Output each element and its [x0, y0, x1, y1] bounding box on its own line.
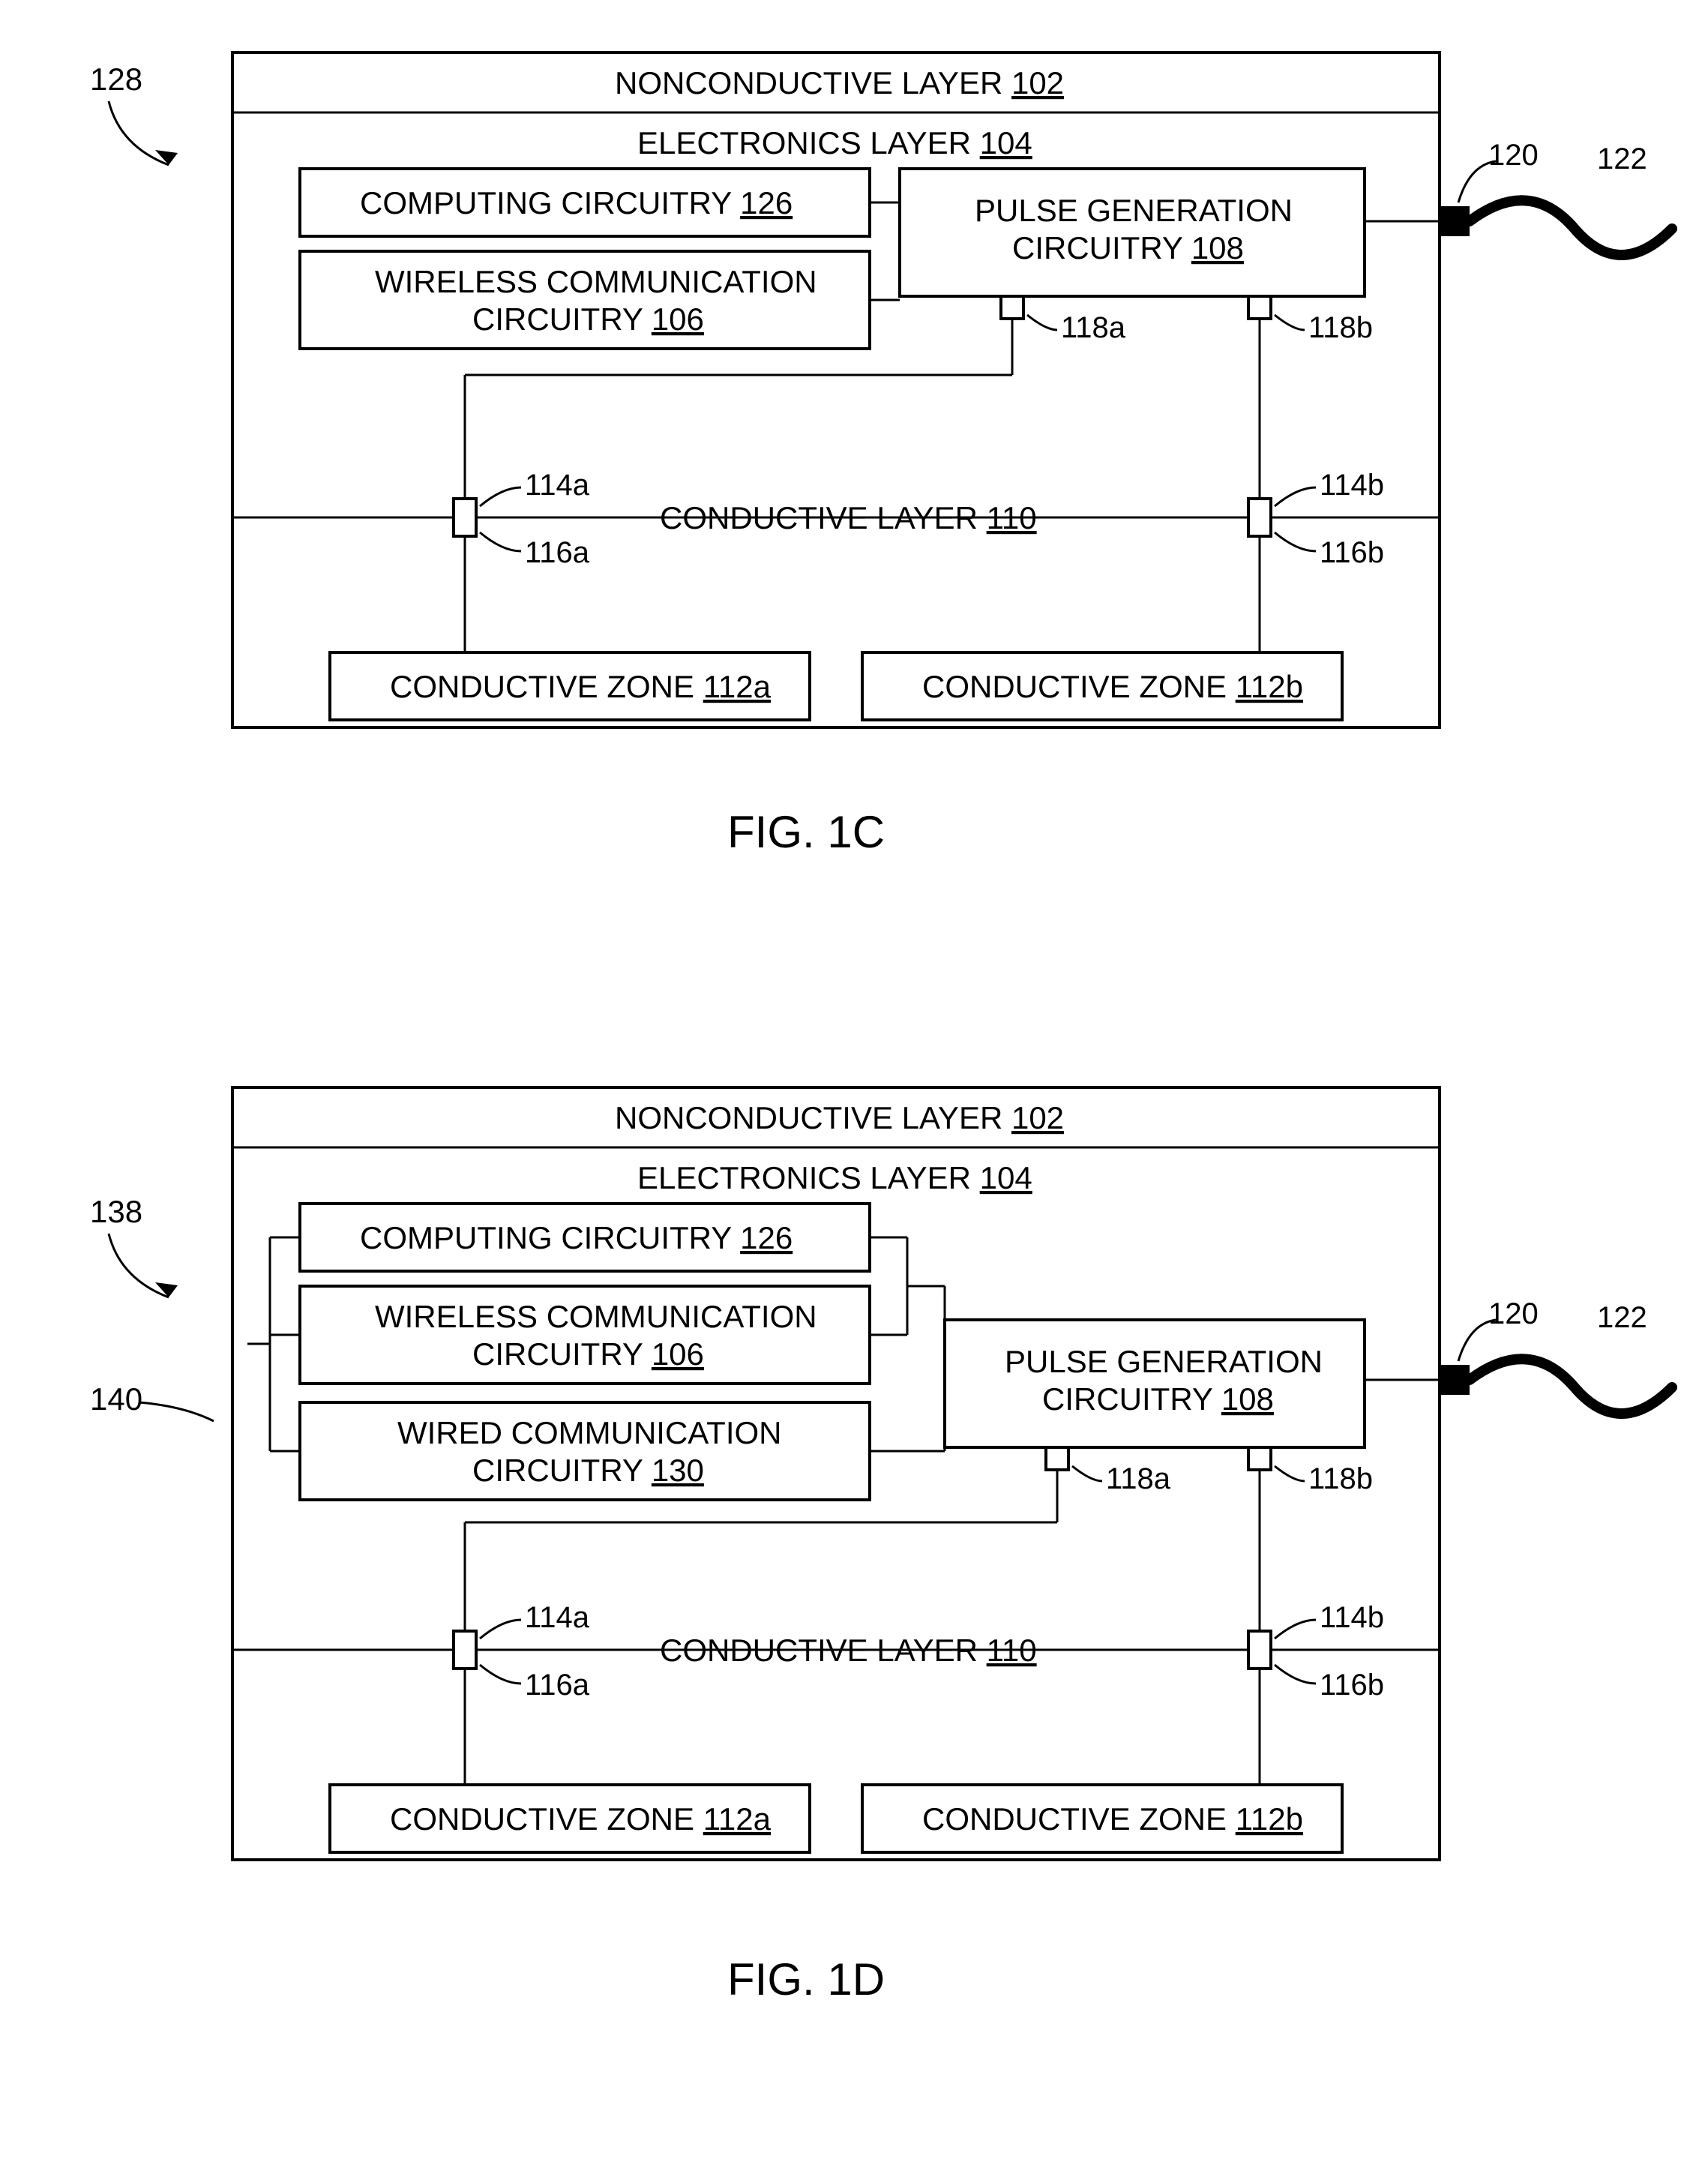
computing-label-d: COMPUTING CIRCUITRY 126 [360, 1220, 793, 1255]
wired-label-l2-d: CIRCUITRY 130 [472, 1453, 704, 1488]
ref-138: 138 [90, 1194, 142, 1229]
ref-122-c: 122 [1597, 142, 1647, 175]
figure-1d: 138 140 NONCONDUCTIVE LAYER 102 ELECTRON… [90, 1087, 1672, 2005]
computing-label: COMPUTING CIRCUITRY 126 [360, 185, 793, 220]
zone-a-label: CONDUCTIVE ZONE 112a [390, 669, 772, 704]
conductive-layer-label-c: CONDUCTIVE LAYER 110 [660, 500, 1037, 535]
ref-114a-c: 114a [525, 469, 590, 502]
ref-116a-c: 116a [525, 536, 590, 569]
zone-a-label-d: CONDUCTIVE ZONE 112a [390, 1801, 772, 1837]
zone-b-label: CONDUCTIVE ZONE 112b [922, 669, 1303, 704]
pulse-label-l1: PULSE GENERATION [975, 193, 1293, 228]
conductive-layer-label-d: CONDUCTIVE LAYER 110 [660, 1633, 1037, 1668]
wireless-label-l2-d: CIRCUITRY 106 [472, 1336, 704, 1372]
electronics-label: ELECTRONICS LAYER 104 [637, 125, 1032, 160]
zone-b-label-d: CONDUCTIVE ZONE 112b [922, 1801, 1303, 1837]
ref-140: 140 [90, 1381, 142, 1417]
ref-114a-d: 114a [525, 1601, 590, 1634]
ref-118a-d: 118a [1106, 1462, 1171, 1495]
wired-label-l1-d: WIRED COMMUNICATION [397, 1415, 782, 1450]
wireless-label-l2: CIRCUITRY 106 [472, 301, 704, 337]
fig-1c-caption: FIG. 1C [727, 807, 885, 857]
ref-114b-c: 114b [1320, 469, 1384, 502]
ref-116a-d: 116a [525, 1669, 590, 1702]
figure-1c: 128 NONCONDUCTIVE LAYER 102 ELECTRONICS … [90, 52, 1672, 857]
ref-118a-c: 118a [1061, 311, 1126, 344]
ref-122-d: 122 [1597, 1301, 1647, 1334]
antenna-wire-c [1470, 200, 1672, 255]
electronics-label-d: ELECTRONICS LAYER 104 [637, 1160, 1032, 1195]
wireless-label-l1-d: WIRELESS COMMUNICATION [375, 1299, 817, 1334]
ref-120-c: 120 [1488, 139, 1539, 172]
ref-118b-c: 118b [1308, 311, 1373, 344]
ref-118b-d: 118b [1308, 1462, 1373, 1495]
nonconductive-label-d: NONCONDUCTIVE LAYER 102 [615, 1100, 1064, 1135]
ref-114b-d: 114b [1320, 1601, 1384, 1634]
antenna-wire-d [1470, 1359, 1672, 1414]
ref-116b-d: 116b [1320, 1669, 1384, 1702]
fig-1d-caption: FIG. 1D [727, 1954, 885, 2005]
pulse-label-l2-d: CIRCUITRY 108 [1042, 1381, 1274, 1417]
ref-128: 128 [90, 61, 142, 97]
ref-120-d: 120 [1488, 1297, 1539, 1330]
pulse-label-l2: CIRCUITRY 108 [1012, 230, 1244, 265]
wireless-label-l1: WIRELESS COMMUNICATION [375, 264, 817, 299]
pulse-label-l1-d: PULSE GENERATION [1005, 1344, 1323, 1379]
ref-116b-c: 116b [1320, 536, 1384, 569]
nonconductive-label: NONCONDUCTIVE LAYER 102 [615, 65, 1064, 100]
